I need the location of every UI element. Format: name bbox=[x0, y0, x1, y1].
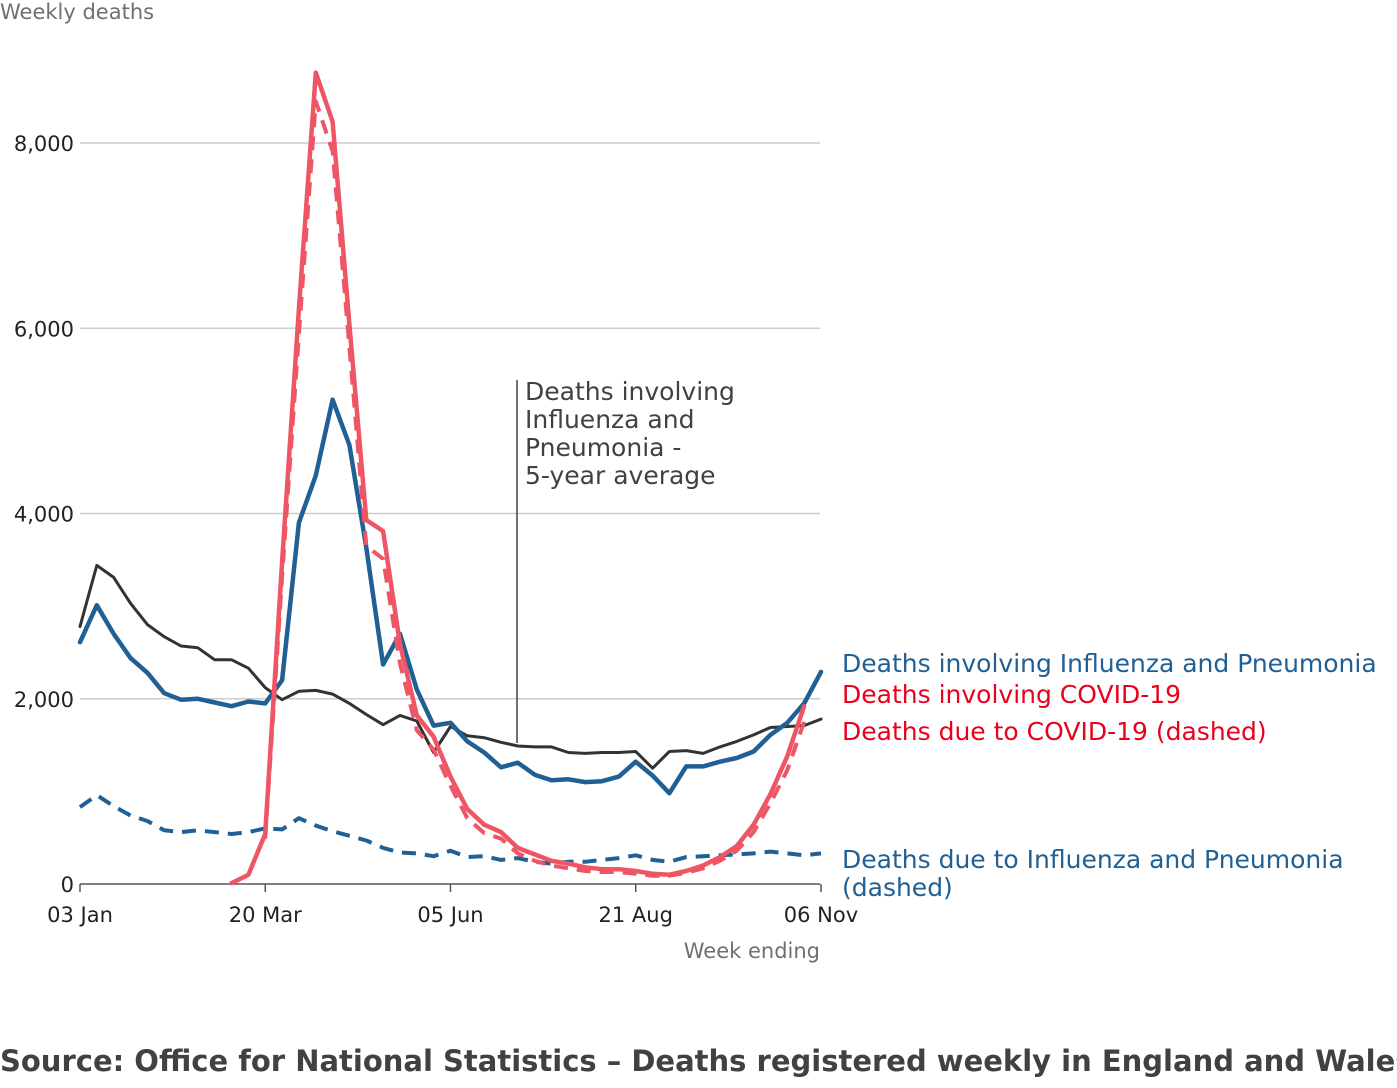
y-axis: 0 2,000 4,000 6,000 8,000 bbox=[14, 132, 74, 897]
x-axis: 03 Jan 20 Mar 05 Jun 21 Aug 06 Nov bbox=[47, 883, 858, 927]
inv-covid-label: Deaths involving COVID-19 bbox=[842, 680, 1181, 709]
source-note: Source: Office for National Statistics –… bbox=[0, 1044, 1397, 1078]
inv-flu-label: Deaths involving Influenza and Pneumonia bbox=[842, 649, 1377, 678]
x-axis-title: Week ending bbox=[684, 939, 820, 963]
y-axis-title: Weekly deaths bbox=[0, 0, 154, 24]
x-tick-label: 20 Mar bbox=[229, 903, 302, 927]
x-tick-label: 03 Jan bbox=[47, 903, 113, 927]
y-tick-label: 6,000 bbox=[14, 317, 74, 341]
series-line-inv-covid bbox=[229, 70, 807, 886]
series-line-avg bbox=[78, 563, 823, 770]
y-tick-label: 8,000 bbox=[14, 132, 74, 156]
due-covid-label: Deaths due to COVID-19 (dashed) bbox=[842, 717, 1267, 746]
x-tick-label: 21 Aug bbox=[599, 903, 673, 927]
y-tick-label: 0 bbox=[61, 873, 74, 897]
avg-callout-label: Deaths involving Influenza and Pneumonia -… bbox=[525, 377, 735, 490]
y-tick-label: 4,000 bbox=[14, 503, 74, 527]
x-tick-label: 06 Nov bbox=[784, 903, 858, 927]
due-flu-label: Deaths due to Influenza and Pneumonia (da… bbox=[842, 845, 1344, 902]
series-lines bbox=[77, 70, 824, 886]
series-line-due-flu bbox=[78, 793, 822, 866]
x-tick-label: 05 Jun bbox=[417, 903, 483, 927]
y-tick-label: 2,000 bbox=[14, 688, 74, 712]
series-line-due-covid bbox=[263, 99, 806, 878]
gridlines bbox=[80, 142, 820, 700]
series-line-inv-flu bbox=[77, 397, 824, 796]
annotations: Deaths involving Influenza and Pneumonia -… bbox=[516, 377, 1377, 902]
